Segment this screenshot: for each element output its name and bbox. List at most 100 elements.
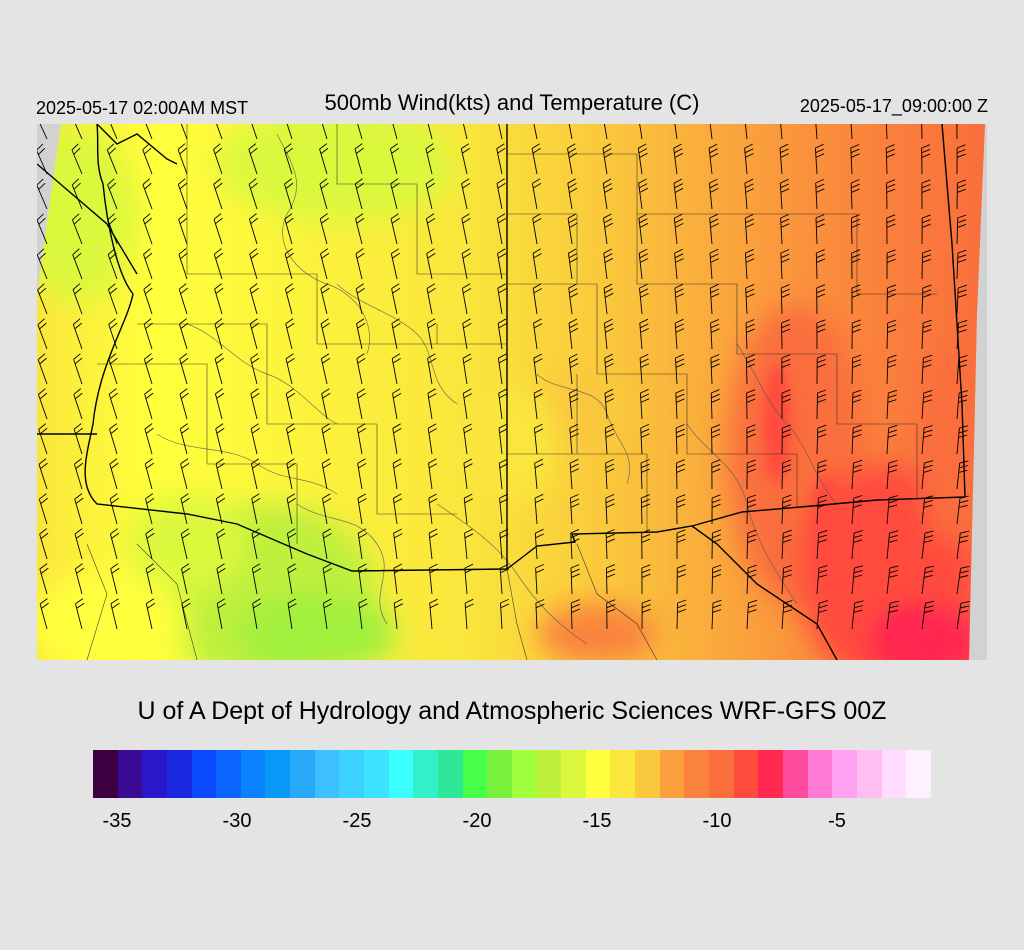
- wind-barb: [391, 318, 401, 350]
- wind-barb: [214, 318, 224, 350]
- wind-barb: [673, 213, 684, 245]
- wind-barb: [567, 143, 578, 175]
- wind-barb: [744, 178, 754, 210]
- wind-barb: [425, 213, 436, 245]
- wind-barb: [497, 318, 507, 350]
- wind-barb: [815, 214, 825, 245]
- wind-barb: [498, 124, 503, 140]
- wind-barb: [356, 423, 367, 455]
- wind-barb: [393, 528, 403, 560]
- wind-barb: [498, 423, 508, 455]
- wind-barb: [393, 563, 403, 595]
- wind-barb: [604, 353, 614, 385]
- wind-barb: [320, 318, 330, 350]
- wind-barb: [533, 124, 538, 140]
- wind-barb: [886, 179, 896, 210]
- wind-barb: [779, 178, 790, 210]
- wind-barb: [746, 424, 756, 455]
- wind-barb: [781, 424, 791, 455]
- wind-barb: [462, 353, 472, 385]
- wind-barb: [568, 353, 579, 385]
- wind-barb: [389, 143, 400, 175]
- wind-barb: [180, 493, 190, 525]
- wind-barb: [356, 353, 366, 385]
- wind-barb: [109, 528, 120, 560]
- wind-barb: [710, 389, 720, 420]
- wind-barb: [322, 528, 332, 560]
- wind-barb: [107, 178, 118, 210]
- colorbar-segment: [462, 750, 488, 798]
- wind-barb: [710, 354, 720, 385]
- wind-barb: [886, 214, 896, 245]
- wind-barb: [745, 354, 756, 385]
- valid-time-utc: 2025-05-17_09:00:00 Z: [799, 96, 988, 116]
- wind-barb: [427, 388, 437, 420]
- wind-barb: [639, 318, 649, 350]
- wind-barb: [851, 249, 861, 280]
- wind-barb: [676, 564, 686, 595]
- wind-barb: [109, 458, 119, 490]
- wind-barb: [606, 599, 616, 630]
- wind-barb: [639, 388, 650, 420]
- wind-barb: [568, 124, 573, 140]
- wind-barb: [213, 248, 224, 280]
- wind-barb: [287, 598, 297, 630]
- wind-barb: [814, 143, 825, 175]
- wind-barb: [956, 144, 966, 175]
- wind-barb: [675, 389, 685, 420]
- wind-barb: [249, 248, 259, 280]
- wind-barb: [252, 598, 262, 630]
- wind-barb: [74, 124, 83, 140]
- wind-barb: [355, 283, 365, 315]
- wind-barb: [532, 213, 542, 245]
- wind-barb: [37, 283, 48, 315]
- wind-barb: [851, 284, 861, 314]
- wind-barb: [744, 124, 748, 140]
- wind-barb: [461, 178, 471, 210]
- wind-barb: [74, 493, 84, 525]
- wind-barb: [711, 424, 721, 455]
- wind-barb: [357, 493, 367, 525]
- wind-barb: [496, 213, 507, 245]
- wind-barb: [213, 143, 223, 175]
- wind-barb: [886, 495, 898, 525]
- colorbar-segment: [142, 750, 167, 798]
- wind-barb: [531, 143, 541, 175]
- wind-barb: [356, 318, 366, 350]
- wind-barb: [248, 178, 258, 210]
- wind-barb: [390, 178, 400, 210]
- wind-barb: [39, 528, 49, 560]
- wind-barb: [921, 354, 933, 385]
- wind-barb: [286, 493, 296, 525]
- wind-barb: [535, 563, 545, 595]
- colorbar-segment: [93, 750, 118, 798]
- colorbar-tick-label: -25: [342, 810, 372, 832]
- wind-barb: [779, 143, 789, 175]
- wind-barb: [637, 143, 648, 175]
- wind-barb: [676, 494, 686, 525]
- wind-barb: [956, 600, 970, 630]
- wind-barb: [143, 353, 154, 385]
- wind-barb: [178, 283, 188, 315]
- wind-barb: [956, 319, 968, 350]
- wind-barb: [850, 144, 860, 175]
- wind-barb: [781, 564, 793, 595]
- wind-barb: [144, 458, 154, 490]
- wind-barb: [709, 213, 719, 245]
- wind-barb: [428, 458, 438, 490]
- colorbar-segment: [487, 750, 512, 798]
- wind-barb: [851, 530, 863, 560]
- colorbar-segment: [782, 750, 808, 798]
- wind-barb: [285, 388, 296, 420]
- wind-barb: [851, 354, 862, 385]
- wind-barb: [393, 598, 404, 630]
- wind-barb: [213, 213, 223, 245]
- wind-barb: [322, 563, 332, 595]
- wind-barb: [216, 124, 223, 140]
- wind-barb: [37, 318, 48, 350]
- wind-barb: [640, 494, 651, 525]
- wind-barb: [605, 564, 616, 595]
- wind-barb: [641, 599, 651, 630]
- wind-barb: [322, 598, 333, 630]
- wind-barb: [284, 283, 295, 315]
